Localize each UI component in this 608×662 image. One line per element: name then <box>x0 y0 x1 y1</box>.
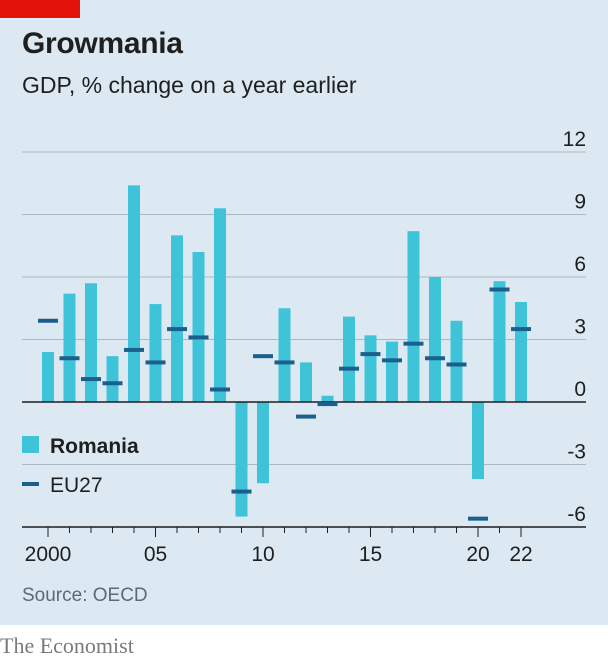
bar-romania <box>171 235 183 402</box>
bar-romania <box>192 252 205 402</box>
bar-romania <box>343 316 355 402</box>
chart-subtitle: GDP, % change on a year earlier <box>22 72 357 98</box>
bar-romania <box>300 362 312 402</box>
x-tick-label: 22 <box>509 543 532 566</box>
bar-romania <box>450 320 463 402</box>
dash-eu27 <box>446 362 467 367</box>
bar-romania <box>128 185 140 402</box>
dash-eu27 <box>81 377 101 382</box>
y-tick-label: 0 <box>574 378 586 401</box>
brand-red-tag <box>0 0 80 18</box>
dash-eu27 <box>253 354 273 359</box>
dash-eu27 <box>188 335 209 340</box>
dash-eu27 <box>274 360 295 365</box>
bar-chart: 12 9 6 3 0 -3 -6 2000 05 10 15 20 22 Romania EU27 <box>22 128 586 566</box>
x-tick-label: 15 <box>359 543 382 566</box>
x-tick-label: 10 <box>251 543 274 566</box>
y-tick-label: -6 <box>567 503 586 526</box>
dash-eu27 <box>489 287 510 292</box>
dash-eu27 <box>511 327 531 332</box>
bar-romania <box>493 281 506 402</box>
dash-eu27 <box>102 381 123 386</box>
dash-eu27 <box>360 352 381 357</box>
dash-eu27 <box>468 516 488 521</box>
y-tick-label: -3 <box>567 440 586 463</box>
source-note: Source: OECD <box>22 585 148 606</box>
legend-label-romania: Romania <box>50 435 139 458</box>
dash-eu27 <box>38 318 58 323</box>
x-tick-label: 05 <box>144 543 167 566</box>
dash-eu27 <box>167 327 187 332</box>
y-tick-label: 12 <box>563 128 586 151</box>
chart-title: Growmania <box>22 27 183 60</box>
y-tick-label: 9 <box>574 191 586 214</box>
legend-swatch-romania <box>22 436 39 453</box>
bar-romania <box>63 293 76 402</box>
bar-romania <box>364 335 377 402</box>
dash-eu27 <box>339 366 359 371</box>
bar-romania <box>515 302 527 402</box>
dash-eu27 <box>425 356 445 361</box>
x-tick-label: 2000 <box>25 543 72 566</box>
legend-label-eu27: EU27 <box>50 474 103 497</box>
bar-romania <box>278 308 291 402</box>
dash-eu27 <box>210 387 230 392</box>
legend-swatch-eu27 <box>22 482 39 486</box>
dash-eu27 <box>296 414 316 419</box>
dash-eu27 <box>145 360 166 365</box>
bar-romania <box>321 395 334 402</box>
bar-romania <box>429 277 441 402</box>
dash-eu27 <box>403 341 424 346</box>
dash-eu27 <box>124 347 144 352</box>
bar-romania <box>42 352 54 402</box>
bar-romania <box>257 402 269 484</box>
y-tick-label: 3 <box>574 316 586 339</box>
bar-romania <box>214 208 226 402</box>
brand-wordmark: The Economist <box>0 633 134 658</box>
bar-romania <box>386 341 398 402</box>
y-tick-label: 6 <box>574 253 586 276</box>
dash-eu27 <box>382 358 402 363</box>
dash-eu27 <box>59 356 80 361</box>
bar-romania <box>407 231 420 402</box>
dash-eu27 <box>317 402 338 407</box>
x-tick-label: 20 <box>466 543 489 566</box>
chart-panel <box>0 0 608 625</box>
bar-romania <box>85 283 97 402</box>
bar-romania <box>149 304 162 402</box>
dash-eu27 <box>231 489 252 494</box>
bar-romania <box>106 356 119 402</box>
bar-romania <box>235 402 248 517</box>
bar-romania <box>472 402 484 480</box>
